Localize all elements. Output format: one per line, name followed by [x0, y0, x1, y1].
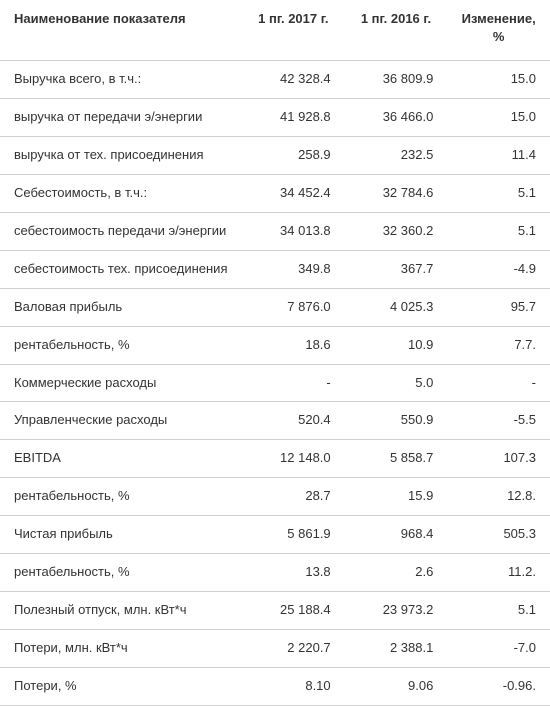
row-value: - — [447, 364, 550, 402]
table-header-row: Наименование показателя 1 пг. 2017 г. 1 … — [0, 0, 550, 61]
col-header-2016: 1 пг. 2016 г. — [345, 0, 448, 61]
table-row: Управленческие расходы520.4550.9-5.5 — [0, 402, 550, 440]
row-label: Потери, % — [0, 667, 242, 705]
row-value: 34 452.4 — [242, 175, 345, 213]
row-value: 5 861.9 — [242, 516, 345, 554]
row-value: -7.0 — [447, 629, 550, 667]
row-value: 15.0 — [447, 61, 550, 99]
row-label: EBITDA — [0, 440, 242, 478]
row-value: 8.10 — [242, 667, 345, 705]
row-value: 28.7 — [242, 478, 345, 516]
row-value: 32 784.6 — [345, 175, 448, 213]
table-row: Себестоимость, в т.ч.:34 452.432 784.65.… — [0, 175, 550, 213]
row-label: себестоимость передачи э/энергии — [0, 212, 242, 250]
row-label: Коммерческие расходы — [0, 364, 242, 402]
table-row: рентабельность, %18.610.97.7. — [0, 326, 550, 364]
row-label: Потери, млн. кВт*ч — [0, 629, 242, 667]
row-value: 5.1 — [447, 591, 550, 629]
table-row: себестоимость тех. присоединения349.8367… — [0, 250, 550, 288]
row-value: 34 013.8 — [242, 212, 345, 250]
row-value: 5.1 — [447, 175, 550, 213]
row-label: Валовая прибыль — [0, 288, 242, 326]
row-value: 2 220.7 — [242, 629, 345, 667]
row-value: 968.4 — [345, 516, 448, 554]
row-value: 5.0 — [345, 364, 448, 402]
row-value: 5 858.7 — [345, 440, 448, 478]
row-value: 12 148.0 — [242, 440, 345, 478]
row-value: 41 928.8 — [242, 99, 345, 137]
row-label: Полезный отпуск, млн. кВт*ч — [0, 591, 242, 629]
row-value: 13.8 — [242, 553, 345, 591]
row-value: 36 809.9 — [345, 61, 448, 99]
row-value: 4 025.3 — [345, 288, 448, 326]
row-value: 32 360.2 — [345, 212, 448, 250]
row-value: 520.4 — [242, 402, 345, 440]
table-row: рентабельность, %13.82.611.2. — [0, 553, 550, 591]
table-row: выручка от тех. присоединения258.9232.51… — [0, 137, 550, 175]
row-value: 18.6 — [242, 326, 345, 364]
row-value: 23 973.2 — [345, 591, 448, 629]
row-value: 5.1 — [447, 212, 550, 250]
row-value: 42 328.4 — [242, 61, 345, 99]
financial-table: Наименование показателя 1 пг. 2017 г. 1 … — [0, 0, 550, 706]
row-value: 11.4 — [447, 137, 550, 175]
row-value: 15.9 — [345, 478, 448, 516]
row-value: 95.7 — [447, 288, 550, 326]
row-label: Выручка всего, в т.ч.: — [0, 61, 242, 99]
table-row: EBITDA12 148.05 858.7107.3 — [0, 440, 550, 478]
row-value: 232.5 — [345, 137, 448, 175]
col-header-change: Изменение, % — [447, 0, 550, 61]
table-row: Выручка всего, в т.ч.:42 328.436 809.915… — [0, 61, 550, 99]
row-label: рентабельность, % — [0, 478, 242, 516]
table-row: выручка от передачи э/энергии41 928.836 … — [0, 99, 550, 137]
table-row: Потери, млн. кВт*ч2 220.72 388.1-7.0 — [0, 629, 550, 667]
row-label: рентабельность, % — [0, 553, 242, 591]
col-header-2017: 1 пг. 2017 г. — [242, 0, 345, 61]
row-value: -5.5 — [447, 402, 550, 440]
row-value: - — [242, 364, 345, 402]
row-label: рентабельность, % — [0, 326, 242, 364]
row-value: 25 188.4 — [242, 591, 345, 629]
row-value: 7.7. — [447, 326, 550, 364]
row-value: 15.0 — [447, 99, 550, 137]
row-label: выручка от передачи э/энергии — [0, 99, 242, 137]
row-label: Себестоимость, в т.ч.: — [0, 175, 242, 213]
row-label: Управленческие расходы — [0, 402, 242, 440]
row-value: 36 466.0 — [345, 99, 448, 137]
row-value: 7 876.0 — [242, 288, 345, 326]
table-row: Потери, %8.109.06-0.96. — [0, 667, 550, 705]
row-value: 10.9 — [345, 326, 448, 364]
row-value: 107.3 — [447, 440, 550, 478]
row-value: 12.8. — [447, 478, 550, 516]
row-value: 550.9 — [345, 402, 448, 440]
table-row: Полезный отпуск, млн. кВт*ч25 188.423 97… — [0, 591, 550, 629]
row-value: -0.96. — [447, 667, 550, 705]
table-row: Валовая прибыль7 876.04 025.395.7 — [0, 288, 550, 326]
row-value: 349.8 — [242, 250, 345, 288]
row-value: 367.7 — [345, 250, 448, 288]
row-value: 258.9 — [242, 137, 345, 175]
row-label: выручка от тех. присоединения — [0, 137, 242, 175]
row-value: 2.6 — [345, 553, 448, 591]
col-header-name: Наименование показателя — [0, 0, 242, 61]
table-row: Чистая прибыль5 861.9968.4505.3 — [0, 516, 550, 554]
row-value: 2 388.1 — [345, 629, 448, 667]
table-body: Выручка всего, в т.ч.:42 328.436 809.915… — [0, 61, 550, 705]
table-row: Коммерческие расходы-5.0- — [0, 364, 550, 402]
row-label: Чистая прибыль — [0, 516, 242, 554]
row-value: -4.9 — [447, 250, 550, 288]
row-value: 9.06 — [345, 667, 448, 705]
row-label: себестоимость тех. присоединения — [0, 250, 242, 288]
row-value: 505.3 — [447, 516, 550, 554]
table-row: себестоимость передачи э/энергии34 013.8… — [0, 212, 550, 250]
table-row: рентабельность, %28.715.912.8. — [0, 478, 550, 516]
row-value: 11.2. — [447, 553, 550, 591]
